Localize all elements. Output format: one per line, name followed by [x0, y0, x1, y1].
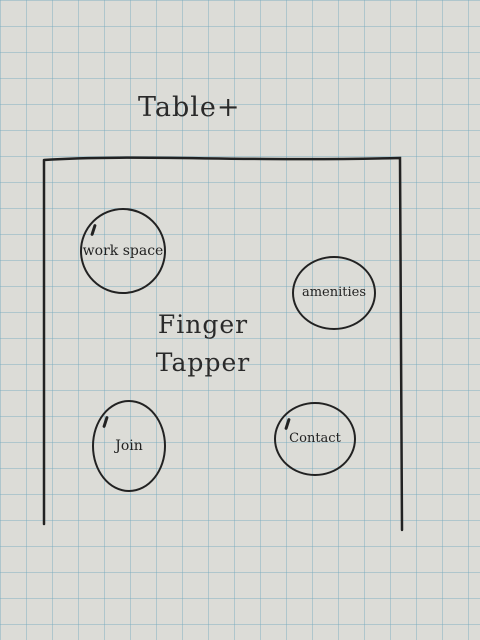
device-outline — [42, 156, 404, 532]
app-name-line-1: Finger — [157, 310, 249, 339]
app-name-line-2: Tapper — [155, 348, 251, 377]
join-button[interactable]: Join — [92, 400, 166, 492]
contact-button-label: Contact — [289, 431, 341, 446]
workspace-button-label: work space — [82, 243, 164, 259]
join-button-label: Join — [115, 438, 143, 454]
app-name: Finger Tapper — [148, 306, 258, 382]
page-title: Table+ — [138, 92, 241, 123]
workspace-button[interactable]: work space — [80, 208, 166, 294]
contact-button[interactable]: Contact — [274, 402, 356, 476]
amenities-button[interactable]: amenities — [292, 256, 376, 330]
table-device-frame: work space amenities Finger Tapper Join … — [42, 156, 404, 532]
amenities-button-label: amenities — [301, 285, 367, 300]
